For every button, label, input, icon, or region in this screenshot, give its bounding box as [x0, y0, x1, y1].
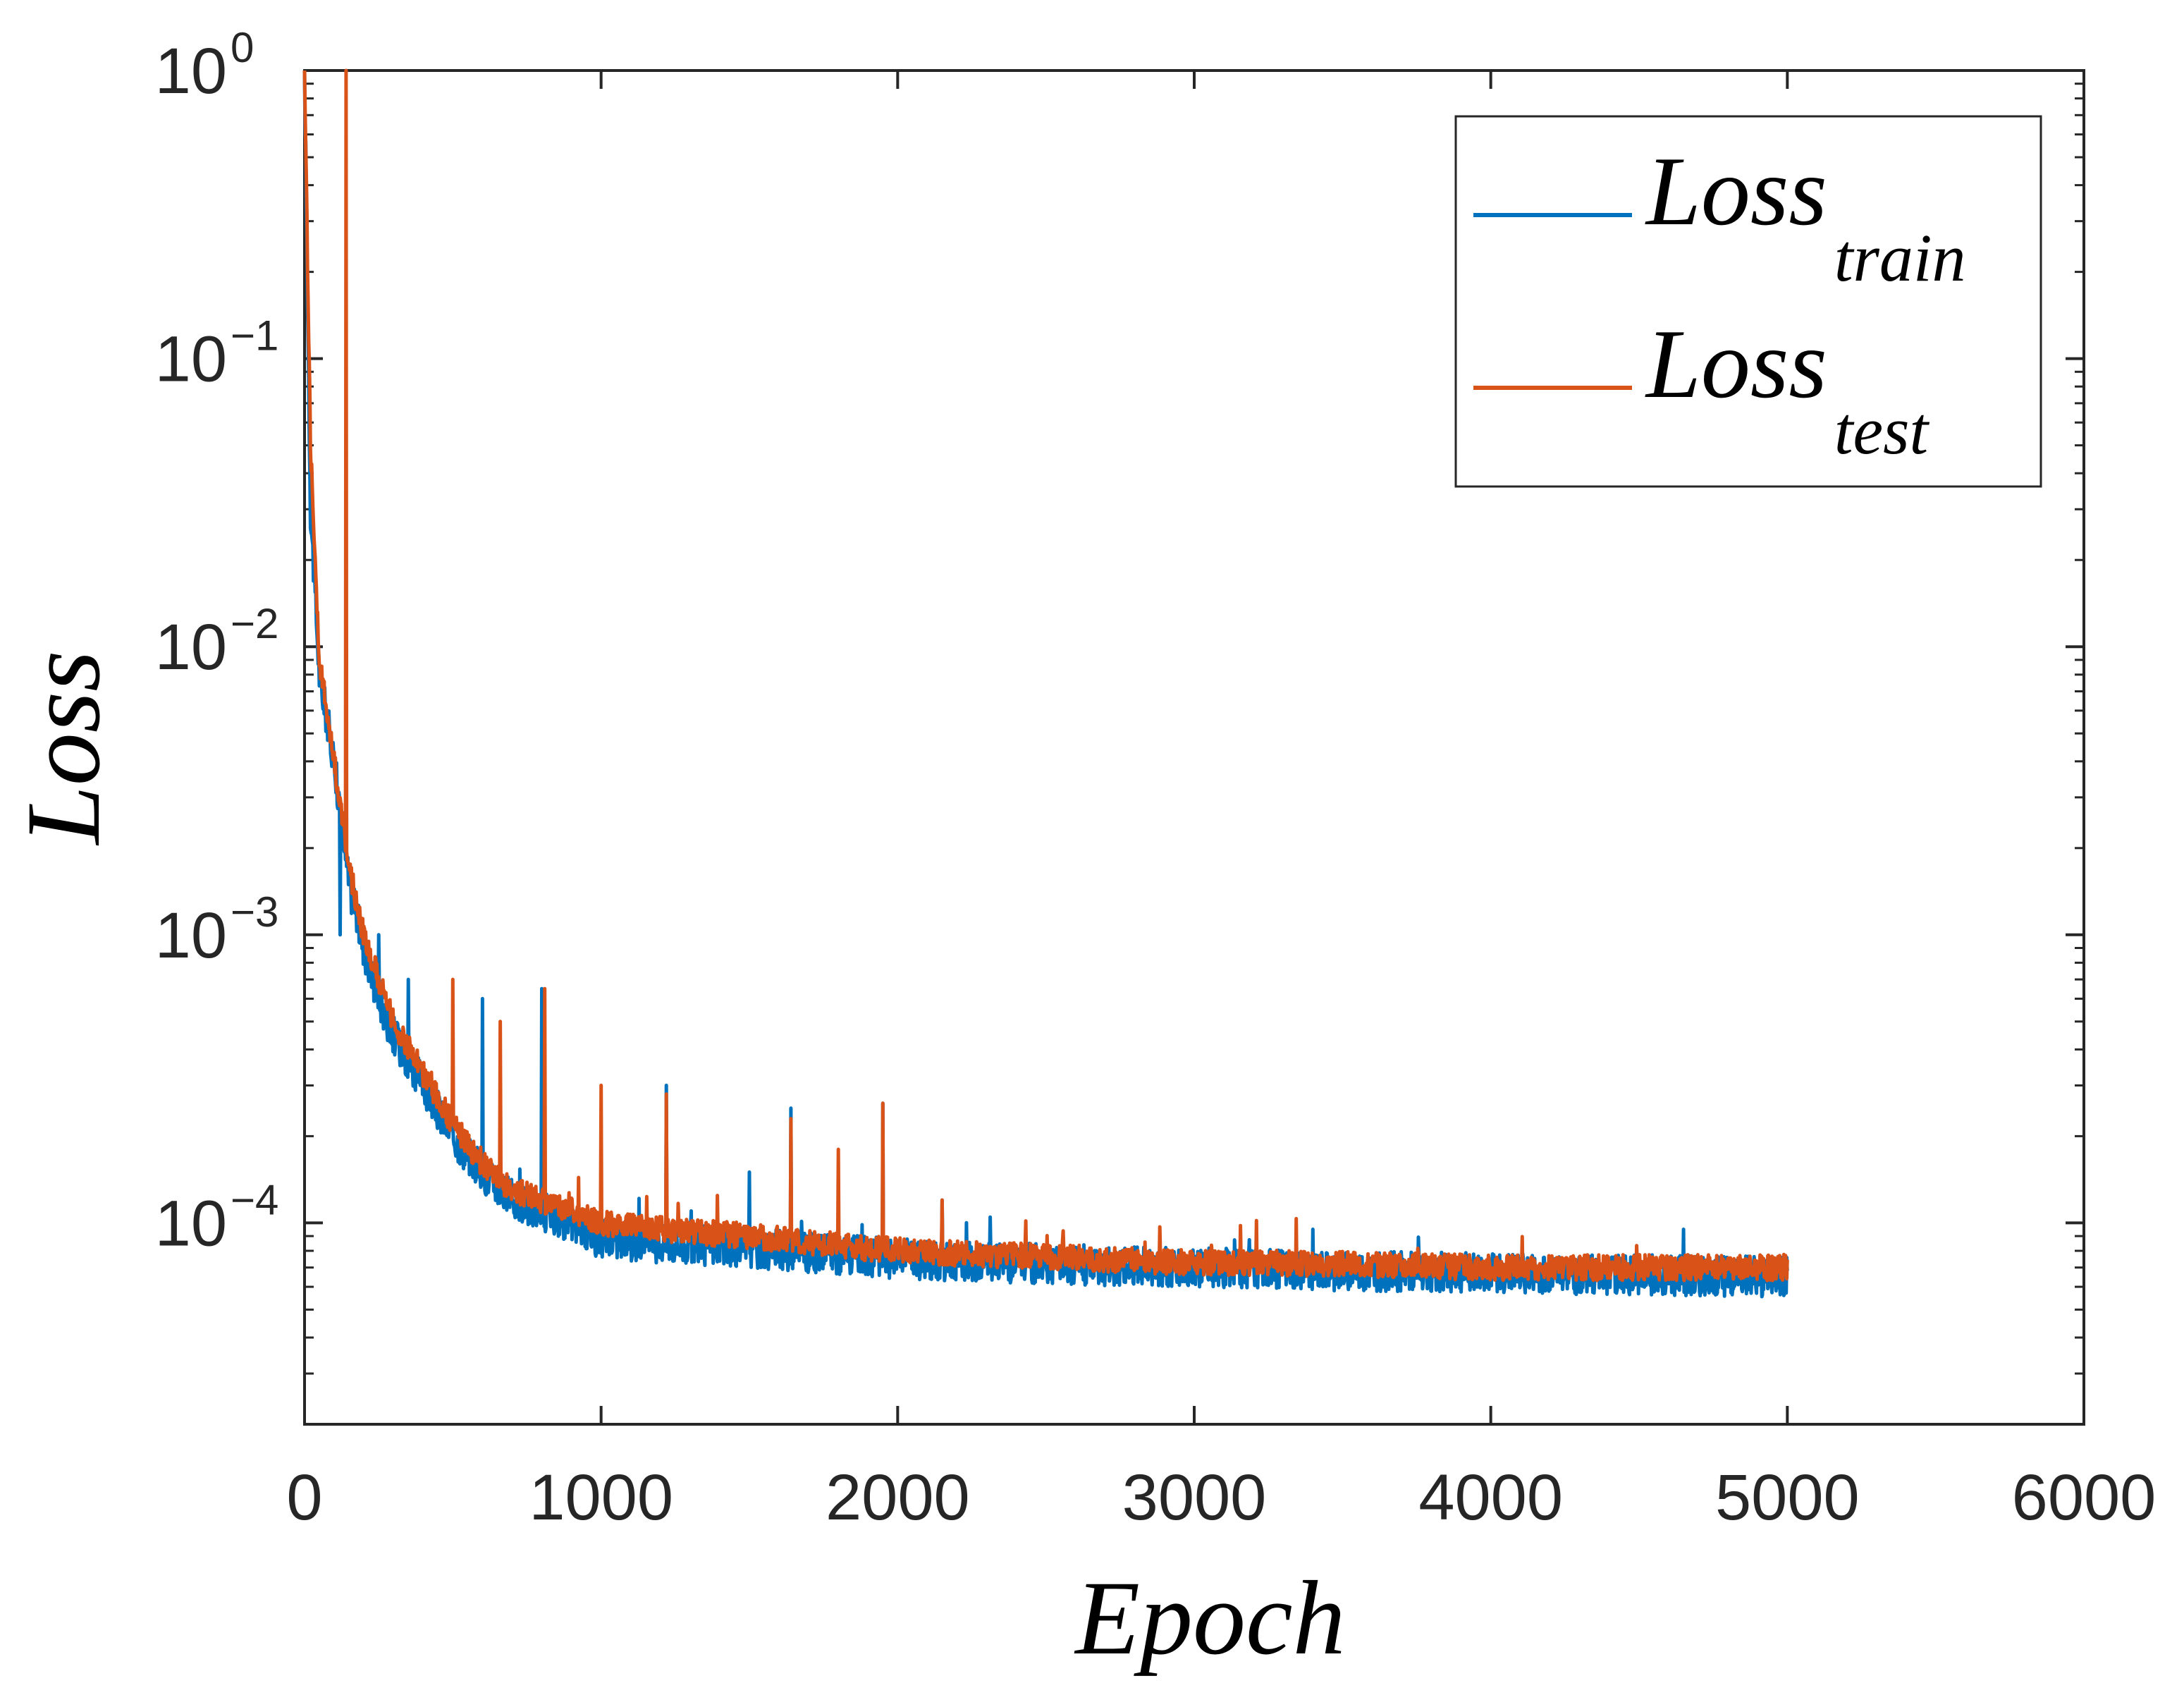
y-tick-label: 10 [155, 611, 227, 683]
x-tick-label: 6000 [2012, 1462, 2157, 1534]
x-tick-label: 1000 [529, 1462, 673, 1534]
series-lines [302, 68, 1789, 1299]
y-tick-exponent: −1 [231, 312, 278, 360]
y-tick-exponent: −3 [231, 888, 278, 936]
series-line-test [302, 68, 1789, 1283]
y-tick-exponent: 0 [231, 24, 254, 71]
legend-train-label: Losstrain [1645, 137, 1966, 295]
axis-ticks [303, 69, 2085, 1426]
x-axis-title: Epoch [1074, 1560, 1345, 1677]
x-tick-label: 5000 [1715, 1462, 1860, 1534]
y-tick-exponent: −2 [231, 600, 278, 647]
legend: Losstrain Losstest [1454, 115, 2042, 488]
x-tick-label: 3000 [1122, 1462, 1267, 1534]
y-tick-label: 10 [155, 324, 227, 396]
x-tick-label: 4000 [1418, 1462, 1563, 1534]
y-tick-label: 10 [155, 900, 227, 972]
y-tick-label: 10 [155, 35, 227, 107]
legend-test-label: Losstest [1645, 310, 1930, 468]
y-tick-label: 10 [155, 1187, 227, 1259]
y-tick-exponent: −4 [231, 1176, 278, 1223]
x-tick-label: 2000 [826, 1462, 970, 1534]
y-axis-title: Loss [5, 650, 122, 845]
legend-box [1454, 115, 2042, 488]
x-tick-label: 0 [286, 1462, 322, 1534]
